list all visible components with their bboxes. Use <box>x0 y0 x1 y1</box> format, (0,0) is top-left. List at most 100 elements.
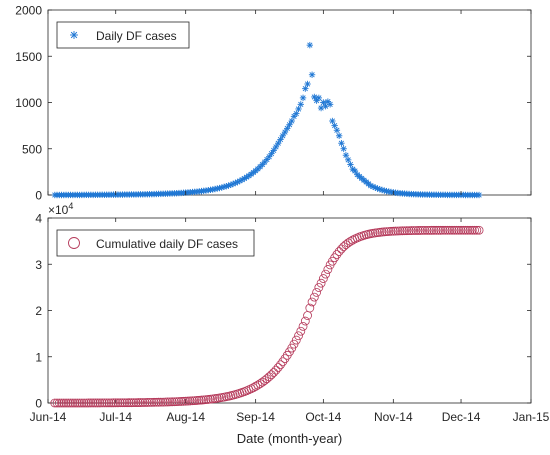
cumulative-case-point <box>197 395 206 405</box>
cumulative-case-point <box>316 278 326 288</box>
cumulative-case-point <box>413 226 423 235</box>
daily-case-point <box>268 150 275 157</box>
cumulative-case-point <box>438 225 448 235</box>
cumulative-case-point <box>59 398 69 408</box>
cumulative-case-point <box>147 397 157 407</box>
y-tick-label: 4 <box>35 212 42 226</box>
cumulative-case-point <box>68 398 78 408</box>
cumulative-case-point <box>294 331 303 341</box>
cumulative-case-point <box>133 398 143 407</box>
daily-case-point <box>326 101 334 108</box>
cumulative-case-point <box>411 226 421 235</box>
x-tick-label: Oct-14 <box>305 410 341 424</box>
cumulative-case-point <box>111 398 121 408</box>
cumulative-case-point <box>75 398 84 408</box>
cumulative-case-point <box>440 225 450 235</box>
cumulative-case-point <box>88 398 98 408</box>
cumulative-case-point <box>248 383 258 392</box>
cumulative-y-multiplier: ×104 <box>48 201 73 217</box>
cumulative-case-point <box>57 398 66 408</box>
cumulative-case-point <box>314 283 324 292</box>
cumulative-case-point <box>445 225 455 235</box>
daily-case-point <box>329 117 336 125</box>
x-tick-label: Aug-14 <box>166 410 205 424</box>
cumulative-case-point <box>393 226 403 236</box>
daily-case-point <box>270 147 277 154</box>
daily-case-point <box>311 93 318 101</box>
cumulative-case-point <box>341 240 351 250</box>
cumulative-case-point <box>255 379 265 389</box>
daily-cases-legend: Daily DF cases <box>56 21 190 49</box>
cumulative-case-point <box>334 247 344 256</box>
cumulative-case-point <box>384 227 394 236</box>
daily-case-point <box>338 140 345 147</box>
cumulative-case-point <box>461 225 470 235</box>
cumulative-case-point <box>154 397 163 407</box>
cumulative-case-point <box>273 363 283 372</box>
cumulative-case-point <box>434 225 443 235</box>
cumulative-case-point <box>151 397 161 407</box>
daily-cases-panel: 0 500 1000 1500 2000 Daily DF cases <box>15 4 532 203</box>
cumulative-case-point <box>104 398 114 408</box>
cumulative-case-point <box>106 398 116 408</box>
daily-case-point <box>333 127 341 134</box>
daily-case-point <box>320 99 327 106</box>
cumulative-case-point <box>115 398 125 408</box>
cumulative-case-point <box>330 253 340 263</box>
daily-cases-legend-label: Daily DF cases <box>96 29 177 43</box>
cumulative-case-point <box>474 225 484 235</box>
cumulative-case-point <box>118 398 127 408</box>
cumulative-case-point <box>90 398 100 408</box>
y-tick-label: 1500 <box>15 50 42 64</box>
cumulative-case-point <box>129 398 139 408</box>
cumulative-case-point <box>246 384 256 394</box>
cumulative-case-point <box>70 398 80 408</box>
cumulative-case-point <box>400 226 410 236</box>
daily-cases-y-ticks: 0 500 1000 1500 2000 <box>15 4 531 203</box>
cumulative-case-point <box>404 226 414 236</box>
cumulative-case-point <box>142 398 152 407</box>
cumulative-case-point <box>176 397 186 406</box>
daily-case-point <box>308 71 316 78</box>
y-tick-label: 0 <box>35 397 42 411</box>
cumulative-case-point <box>289 339 299 349</box>
cumulative-case-point <box>420 225 430 235</box>
cumulative-case-point <box>122 398 132 408</box>
x-tick-label: Sep-14 <box>236 410 275 424</box>
daily-case-point <box>295 105 302 113</box>
cumulative-case-point <box>463 225 473 235</box>
daily-case-point <box>284 125 291 132</box>
cumulative-case-point <box>406 226 416 235</box>
cumulative-case-point <box>332 250 342 259</box>
cumulative-case-point <box>382 227 391 237</box>
cumulative-case-point <box>66 398 75 408</box>
y-tick-label: 500 <box>22 142 42 156</box>
cumulative-case-point <box>447 225 457 235</box>
cumulative-case-point <box>258 377 267 387</box>
cumulative-case-point <box>194 395 204 405</box>
cumulative-case-point <box>418 226 428 235</box>
cumulative-case-point <box>77 398 87 408</box>
cumulative-case-point <box>465 225 475 235</box>
daily-case-point <box>275 140 282 147</box>
cumulative-case-point <box>172 397 182 407</box>
cumulative-case-point <box>296 326 306 336</box>
y-tick-label: 0 <box>35 189 42 203</box>
cumulative-case-point <box>458 225 468 235</box>
cumulative-case-point <box>456 225 466 235</box>
cumulative-case-point <box>391 226 400 236</box>
cumulative-case-point <box>102 398 112 408</box>
cumulative-case-point <box>318 274 328 283</box>
x-tick-label: Dec-14 <box>442 410 481 424</box>
cumulative-case-point <box>267 370 276 380</box>
cumulative-case-point <box>188 396 197 406</box>
daily-case-point <box>286 121 293 128</box>
cumulative-case-point <box>409 226 419 235</box>
cumulative-case-point <box>429 225 439 235</box>
cumulative-case-point <box>61 398 71 408</box>
x-tick-label: Jun-14 <box>30 410 67 424</box>
daily-cases-legend-asterisk <box>70 31 78 39</box>
cumulative-case-point <box>81 398 91 408</box>
cumulative-case-point <box>397 226 407 236</box>
x-axis-label: Date (month-year) <box>237 431 342 446</box>
